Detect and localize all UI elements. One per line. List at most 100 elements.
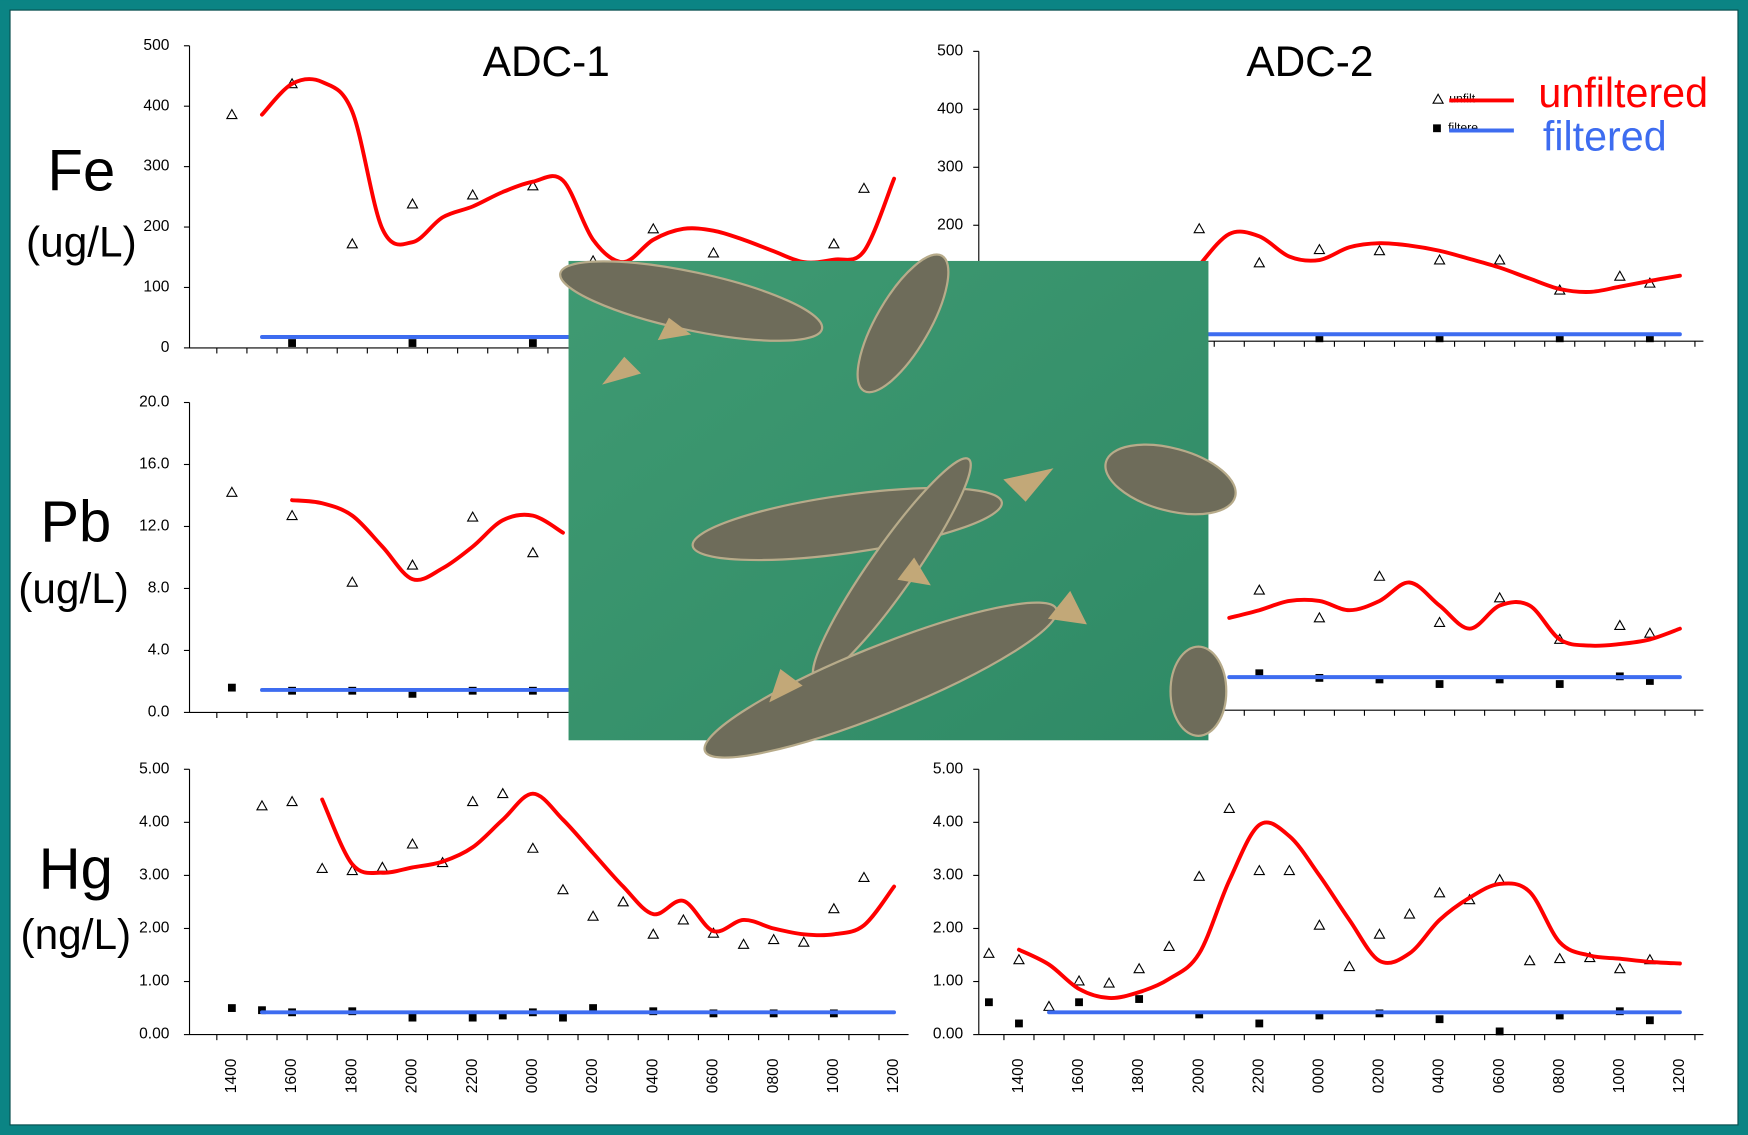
unfiltered-point [346,864,359,876]
x-tick-label: 0400 [1431,1058,1448,1093]
trend-line [1197,229,1682,294]
filtered-point [1555,1011,1564,1020]
unfiltered-point [1493,591,1506,603]
y-tick-label: 300 [143,158,169,175]
unfiltered-point [767,933,780,945]
unfiltered-point [496,787,509,799]
filtered-point [528,339,537,347]
unfiltered-point [1012,953,1025,965]
unfiltered-point [827,902,840,914]
row-unit: (ng/L) [20,911,131,958]
x-tick-label: 1200 [885,1058,902,1093]
filtered-point [468,1013,477,1022]
y-tick-label: 0 [161,339,170,356]
unfiltered-point [1643,627,1656,638]
x-tick-label: 0000 [524,1058,541,1093]
filtered-point [1195,1010,1204,1019]
filtered-point [1015,1019,1023,1028]
unfiltered-point [1193,870,1206,881]
row-label: Fe [48,139,116,203]
unfiltered-point [737,938,750,949]
unfiltered-point [1433,616,1446,627]
filtered-point [1435,1015,1444,1024]
x-tick-label: 0200 [1371,1058,1388,1093]
unfiltered-point [1313,919,1326,930]
row-label: Hg [39,837,113,901]
filtered-point [1255,1019,1264,1028]
filtered-point [498,1011,507,1020]
x-tick-label: 0000 [1311,1058,1328,1093]
filtered-point [1645,677,1654,685]
y-tick-label: 200 [143,218,169,235]
filtered-point [1555,680,1564,688]
filtered-point [1315,1011,1324,1020]
unfiltered-point [1433,253,1446,265]
filtered-point [1495,1027,1504,1036]
unfiltered-point [526,546,539,558]
y-tick-label: 500 [143,37,169,54]
filtered-point [1135,995,1144,1003]
unfiltered-point [647,928,660,939]
x-tick-label: 1200 [1671,1058,1688,1093]
unfiltered-point [1283,864,1296,876]
unfiltered-point [406,197,419,209]
y-tick-label: 400 [937,100,963,117]
unfiltered-point [346,576,359,587]
filtered-point [227,683,236,692]
y-tick-label: 4.00 [933,813,964,830]
y-tick-label: 0.00 [139,1026,170,1043]
y-tick-label: 400 [143,97,169,114]
y-tick-label: 500 [937,42,963,59]
row-unit: (ug/L) [18,565,129,612]
unfiltered-point [286,795,299,807]
filtered-point [1255,669,1264,678]
unfiltered-point [466,188,479,200]
unfiltered-point [587,910,600,921]
unfiltered-point [406,559,419,570]
row-label: Pb [40,491,111,555]
unfiltered-point [1493,253,1506,265]
unfiltered-point [1523,954,1536,966]
unfiltered-point [406,837,419,849]
filtered-point [288,339,296,347]
trend-line [260,77,897,265]
unfiltered-point [677,913,690,925]
row-unit: (ug/L) [26,219,137,266]
unfiltered-point [557,883,569,895]
filtered-point [1645,1016,1654,1025]
y-tick-label: 12.0 [139,518,170,535]
x-tick-label: 1000 [825,1058,842,1093]
y-tick-label: 4.00 [139,813,170,830]
chart-title: ADC-1 [483,38,610,85]
legend-label: filtered [1543,113,1667,159]
unfiltered-point [1613,270,1626,281]
x-tick-label: 1600 [1070,1058,1087,1093]
unfiltered-point [1193,222,1206,234]
unfiltered-point [1223,802,1236,814]
y-tick-label: 4.0 [148,642,170,659]
y-tick-label: 1.00 [933,973,964,990]
unfiltered-point [1313,611,1326,623]
unfiltered-point [225,486,238,497]
x-tick-label: 1400 [1010,1058,1027,1093]
unfiltered-point [1613,962,1626,974]
unfiltered-point [1553,952,1566,964]
y-tick-label: 1.00 [139,973,170,990]
trend-line [1017,820,1682,1000]
chart-title: ADC-2 [1246,38,1373,85]
filtered-point [258,1006,266,1015]
y-tick-label: 5.00 [933,760,964,777]
fish [559,253,1237,759]
y-tick-label: 0.0 [148,704,170,721]
y-tick-label: 20.0 [139,394,170,411]
unfiltered-point [1373,928,1386,939]
filtered-point [227,1004,236,1012]
unfiltered-point [1433,886,1446,898]
x-tick-label: 1600 [283,1058,300,1093]
x-tick-label: 0600 [1491,1058,1508,1093]
unfiltered-point [466,511,479,522]
trend-line [290,498,565,582]
filtered-point [408,339,417,347]
unfiltered-point [1253,584,1266,595]
